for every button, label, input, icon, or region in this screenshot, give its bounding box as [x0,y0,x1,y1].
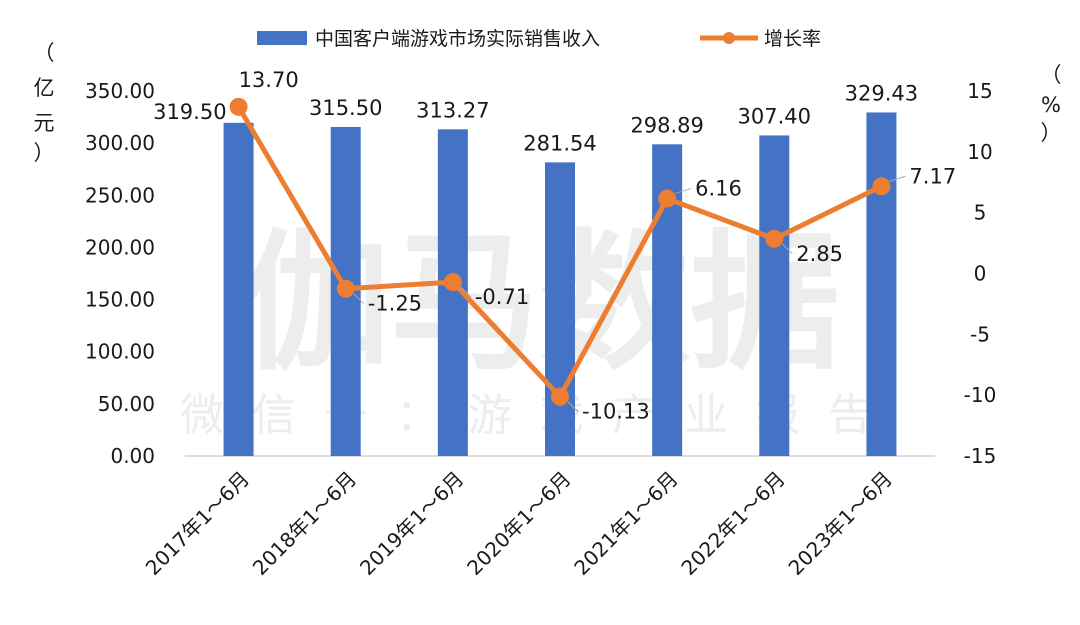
left-axis-tick: 200.00 [85,235,155,259]
bar [545,162,575,457]
left-axis-unit: （ 亿元 ） [34,41,55,165]
left-axis-tick: 100.00 [85,340,155,364]
growth-value-label: 2.85 [796,242,843,266]
growth-point [336,279,355,298]
left-axis-tick: 300.00 [85,131,155,155]
growth-label-leader [889,175,906,182]
bar-value-label: 313.27 [416,98,489,122]
left-unit-char: 元 [34,111,55,135]
left-unit-char: 亿 [34,76,55,100]
growth-label-leader [460,286,472,298]
bar [223,122,254,457]
bar [759,135,790,456]
legend-swatch-marker [723,32,735,44]
x-axis-category-label: 2022年1～6月 [676,467,789,580]
growth-point [658,189,677,208]
legend: 中国客户端游戏市场实际销售收入 增长率 [257,28,821,50]
growth-point [765,229,784,248]
bar-value-label: 281.54 [523,131,596,155]
growth-point [229,97,248,116]
growth-value-label: -0.71 [475,285,529,309]
growth-value-label: 7.17 [909,164,956,188]
watermark-sub: 微信号：游戏产业报告 [180,390,900,441]
growth-value-label: 13.70 [239,68,299,92]
bar-value-label: 329.43 [845,81,918,105]
bar-value-label: 315.50 [309,96,382,120]
right-axis-tick: 10 [967,140,992,164]
x-axis-category-label: 2019年1～6月 [355,467,468,580]
right-axis-unit: （% ） [1041,63,1062,145]
legend-swatch-bar [257,31,307,45]
growth-label-leader [567,401,579,413]
left-unit-char: ） [34,141,55,165]
right-axis-tick: 5 [974,201,987,225]
bar [866,112,897,456]
growth-value-label: -10.13 [582,400,650,424]
bar-value-label: 307.40 [738,104,811,128]
bar-value-label: 319.50 [153,100,226,124]
x-axis-category-label: 2020年1～6月 [462,467,575,580]
left-axis-tick: 0.00 [110,444,155,468]
x-axis-category-label: 2018年1～6月 [248,467,361,580]
growth-value-label: -1.25 [368,292,422,316]
right-unit-char: ） [1041,121,1062,145]
left-axis-tick: 150.00 [85,288,155,312]
bar-value-label: 298.89 [630,113,703,137]
right-axis-tick: 0 [974,262,987,286]
right-axis-tick: -5 [970,322,990,346]
growth-value-label: 6.16 [695,177,742,201]
growth-point [872,177,891,196]
left-unit-char: （ [34,41,55,65]
right-unit-char: % [1041,93,1061,117]
watermark-main: 伽马数据 [240,217,840,391]
right-axis-tick: 15 [967,79,992,103]
growth-label-leader [674,188,692,195]
growth-label-leader [353,293,365,305]
growth-point [443,273,462,292]
right-unit-char: （ [1041,63,1062,87]
legend-label-bar: 中国客户端游戏市场实际销售收入 [315,28,600,50]
legend-label-line: 增长率 [764,28,821,50]
growth-label-leader [781,243,793,255]
left-axis-tick: 50.00 [98,392,155,416]
x-axis-category-label: 2017年1～6月 [141,467,254,580]
left-axis-tick: 250.00 [85,183,155,207]
growth-point [551,387,569,406]
x-axis-category-label: 2023年1～6月 [784,467,897,580]
x-axis-category-label: 2021年1～6月 [569,467,682,580]
left-axis-tick: 350.00 [85,79,155,103]
right-axis-tick: -15 [964,444,997,468]
right-axis-tick: -10 [964,383,997,407]
